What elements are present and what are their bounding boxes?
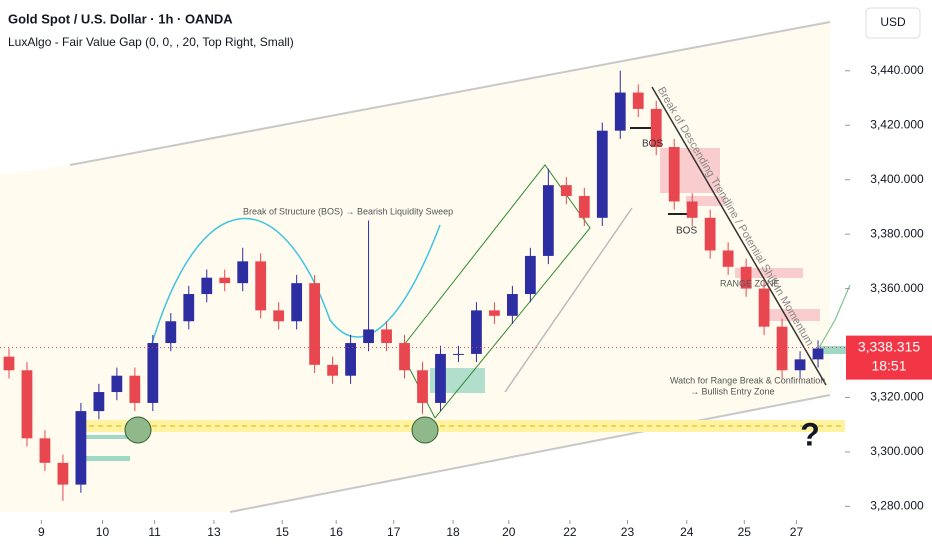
candle-body xyxy=(309,283,321,365)
annotation: ? xyxy=(800,416,820,452)
candle-body xyxy=(776,326,788,371)
candle-body xyxy=(471,310,482,354)
candle-body xyxy=(219,277,231,284)
fvg-zone xyxy=(820,346,860,354)
x-tick-label: 9 xyxy=(38,525,45,539)
candle-body xyxy=(704,217,716,251)
last-price-tag xyxy=(846,335,932,380)
candle-body xyxy=(812,348,824,360)
y-tick-label: 3,400.000 xyxy=(870,172,924,186)
channel-background xyxy=(0,22,830,512)
candle-body xyxy=(686,201,698,218)
countdown: 18:51 xyxy=(871,357,906,373)
y-tick-label: 3,280.000 xyxy=(870,499,924,513)
last-price: 3,338.315 xyxy=(858,338,920,354)
descending-trendline xyxy=(651,86,827,386)
candle-body xyxy=(507,294,518,316)
candle-body xyxy=(237,261,249,284)
candle-body xyxy=(560,185,572,197)
candle-body xyxy=(183,294,195,322)
annotation: Watch for Range Break & Confirmation xyxy=(670,375,825,385)
candle-body xyxy=(632,92,644,109)
x-tick-label: 18 xyxy=(446,525,460,539)
candle-body xyxy=(524,255,536,295)
candle-body xyxy=(255,261,267,311)
chart-subtitle: LuxAlgo - Fair Value Gap (0, 0, , 20, To… xyxy=(8,35,294,49)
projection-arrow xyxy=(504,207,633,393)
currency[interactable]: USD xyxy=(880,15,906,29)
candle-body xyxy=(363,329,374,344)
x-tick-label: 22 xyxy=(563,525,577,539)
fvg-zone xyxy=(80,456,130,461)
candle-body xyxy=(399,343,410,371)
candle-body xyxy=(668,147,680,202)
y-tick-label: 3,320.000 xyxy=(870,390,924,404)
support-touch xyxy=(411,416,439,444)
candles xyxy=(3,70,824,501)
support-touch xyxy=(124,416,152,444)
candle-body xyxy=(578,196,590,218)
x-tick-label: 23 xyxy=(621,525,635,539)
fvg-zone xyxy=(686,196,726,206)
candle-body xyxy=(165,321,177,344)
fvg-zone xyxy=(735,268,803,278)
candle-body xyxy=(201,277,213,295)
candle-body xyxy=(327,364,338,376)
x-tick-label: 17 xyxy=(387,525,401,539)
candle-body xyxy=(111,375,123,393)
candle-body xyxy=(794,359,806,371)
annotation: → Bullish Entry Zone xyxy=(690,386,775,396)
candle-body xyxy=(273,310,285,322)
y-tick-label: 3,440.000 xyxy=(870,63,924,77)
annotation: Break of Structure (BOS) → Bearish Liqui… xyxy=(243,206,453,216)
candle-body xyxy=(722,250,734,267)
y-tick-label: 3,300.000 xyxy=(870,444,924,458)
candle-body xyxy=(758,288,770,327)
fvg-zone xyxy=(765,309,820,321)
annotation: BOS xyxy=(676,226,697,237)
currency-button[interactable] xyxy=(865,7,921,39)
candle-body xyxy=(129,375,141,403)
candle-body xyxy=(542,185,554,256)
candle-body xyxy=(291,283,303,322)
x-tick-label: 24 xyxy=(680,525,694,539)
candle-body xyxy=(435,353,446,403)
channel-upper xyxy=(69,21,831,166)
y-tick-label: 3,420.000 xyxy=(870,117,924,131)
annotation: BOS xyxy=(642,139,663,150)
candle-body xyxy=(453,353,464,355)
candle-body xyxy=(39,438,51,463)
chart-title: Gold Spot / U.S. Dollar · 1h · OANDA xyxy=(8,11,233,26)
candle-body xyxy=(381,329,392,344)
x-tick-label: 27 xyxy=(790,525,804,539)
candle-body xyxy=(596,130,608,218)
candle-body xyxy=(75,411,87,485)
y-tick-label: 3,360.000 xyxy=(870,281,924,295)
x-tick-label: 11 xyxy=(148,525,161,539)
fvg-zone xyxy=(80,435,130,439)
candle-body xyxy=(650,108,662,148)
candle-body xyxy=(3,356,15,371)
x-tick-label: 20 xyxy=(502,525,516,539)
candle-body xyxy=(417,370,428,403)
candle-body xyxy=(489,310,500,316)
x-tick-label: 15 xyxy=(276,525,290,539)
annotation: RANGE ZONE xyxy=(720,278,780,288)
candle-body xyxy=(614,92,626,131)
bullish-arrow xyxy=(811,284,851,361)
candle-body xyxy=(93,392,105,412)
x-tick-label: 16 xyxy=(330,525,344,539)
candle-body xyxy=(21,370,33,439)
x-tick-label: 10 xyxy=(96,525,110,539)
candle-body xyxy=(57,462,69,485)
candle-body xyxy=(147,343,159,403)
y-tick-label: 3,380.000 xyxy=(870,226,924,240)
x-tick-label: 25 xyxy=(738,525,752,539)
x-tick-label: 13 xyxy=(207,525,221,539)
candle-body xyxy=(345,343,356,376)
channel-lower xyxy=(229,394,831,513)
candle-body xyxy=(740,266,752,289)
